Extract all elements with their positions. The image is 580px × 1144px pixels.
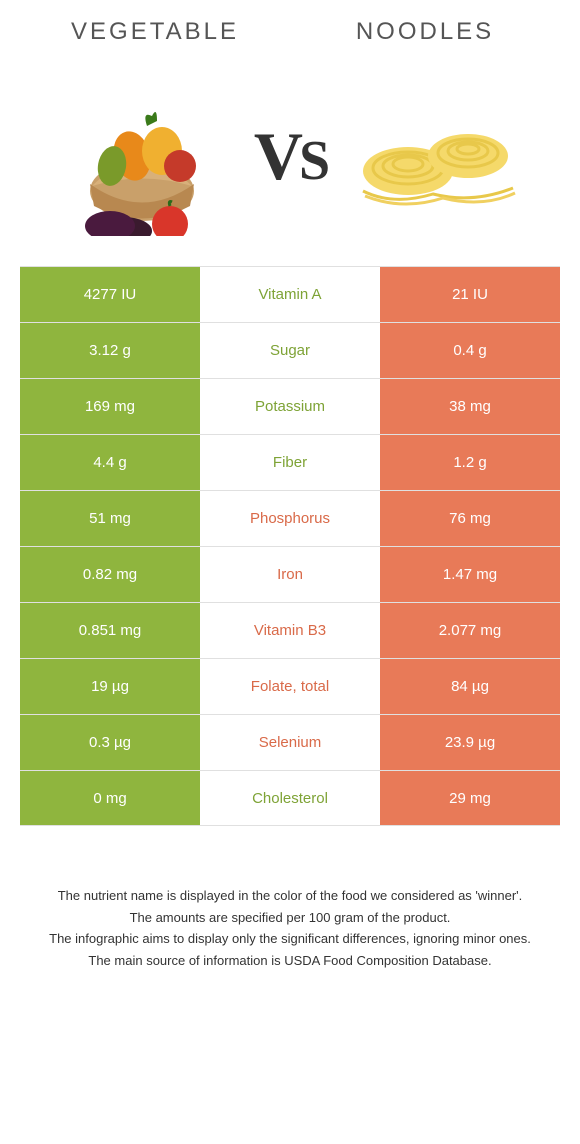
value-left: 19 µg <box>20 659 200 714</box>
table-row: 169 mgPotassium38 mg <box>20 378 560 434</box>
value-left: 0.3 µg <box>20 715 200 770</box>
value-left: 4277 IU <box>20 267 200 322</box>
nutrient-name: Potassium <box>200 379 380 434</box>
nutrient-name: Vitamin A <box>200 267 380 322</box>
value-left: 0 mg <box>20 771 200 825</box>
table-row: 4277 IUVitamin A21 IU <box>20 266 560 322</box>
table-row: 3.12 gSugar0.4 g <box>20 322 560 378</box>
value-right: 1.2 g <box>380 435 560 490</box>
table-row: 0 mgCholesterol29 mg <box>20 770 560 826</box>
nutrient-name: Folate, total <box>200 659 380 714</box>
noodles-image <box>326 96 550 216</box>
table-row: 0.851 mgVitamin B32.077 mg <box>20 602 560 658</box>
value-left: 3.12 g <box>20 323 200 378</box>
title-right: NOODLES <box>290 18 560 46</box>
nutrient-name: Fiber <box>200 435 380 490</box>
value-left: 51 mg <box>20 491 200 546</box>
note-line: The infographic aims to display only the… <box>24 929 556 949</box>
table-row: 0.3 µgSelenium23.9 µg <box>20 714 560 770</box>
notes: The nutrient name is displayed in the co… <box>0 826 580 972</box>
nutrient-table: 4277 IUVitamin A21 IU3.12 gSugar0.4 g169… <box>0 256 580 826</box>
value-right: 21 IU <box>380 267 560 322</box>
value-right: 2.077 mg <box>380 603 560 658</box>
nutrient-name: Selenium <box>200 715 380 770</box>
note-line: The amounts are specified per 100 gram o… <box>24 908 556 928</box>
nutrient-name: Vitamin B3 <box>200 603 380 658</box>
nutrient-name: Sugar <box>200 323 380 378</box>
value-right: 23.9 µg <box>380 715 560 770</box>
table-row: 0.82 mgIron1.47 mg <box>20 546 560 602</box>
value-right: 0.4 g <box>380 323 560 378</box>
nutrient-name: Phosphorus <box>200 491 380 546</box>
nutrient-name: Iron <box>200 547 380 602</box>
vegetable-image <box>30 76 254 236</box>
value-right: 84 µg <box>380 659 560 714</box>
table-row: 4.4 gFiber1.2 g <box>20 434 560 490</box>
value-right: 38 mg <box>380 379 560 434</box>
value-left: 4.4 g <box>20 435 200 490</box>
value-left: 169 mg <box>20 379 200 434</box>
header: VEGETABLE NOODLES <box>0 0 580 56</box>
value-left: 0.851 mg <box>20 603 200 658</box>
value-right: 1.47 mg <box>380 547 560 602</box>
noodle-nest-icon <box>353 96 523 216</box>
value-left: 0.82 mg <box>20 547 200 602</box>
vegetable-basket-icon <box>62 76 222 236</box>
note-line: The nutrient name is displayed in the co… <box>24 886 556 906</box>
table-row: 19 µgFolate, total84 µg <box>20 658 560 714</box>
value-right: 76 mg <box>380 491 560 546</box>
value-right: 29 mg <box>380 771 560 825</box>
note-line: The main source of information is USDA F… <box>24 951 556 971</box>
nutrient-name: Cholesterol <box>200 771 380 825</box>
vs-label: VS <box>254 117 326 196</box>
title-left: VEGETABLE <box>20 18 290 46</box>
table-row: 51 mgPhosphorus76 mg <box>20 490 560 546</box>
infographic: VEGETABLE NOODLES VS <box>0 0 580 1144</box>
image-row: VS <box>0 56 580 256</box>
